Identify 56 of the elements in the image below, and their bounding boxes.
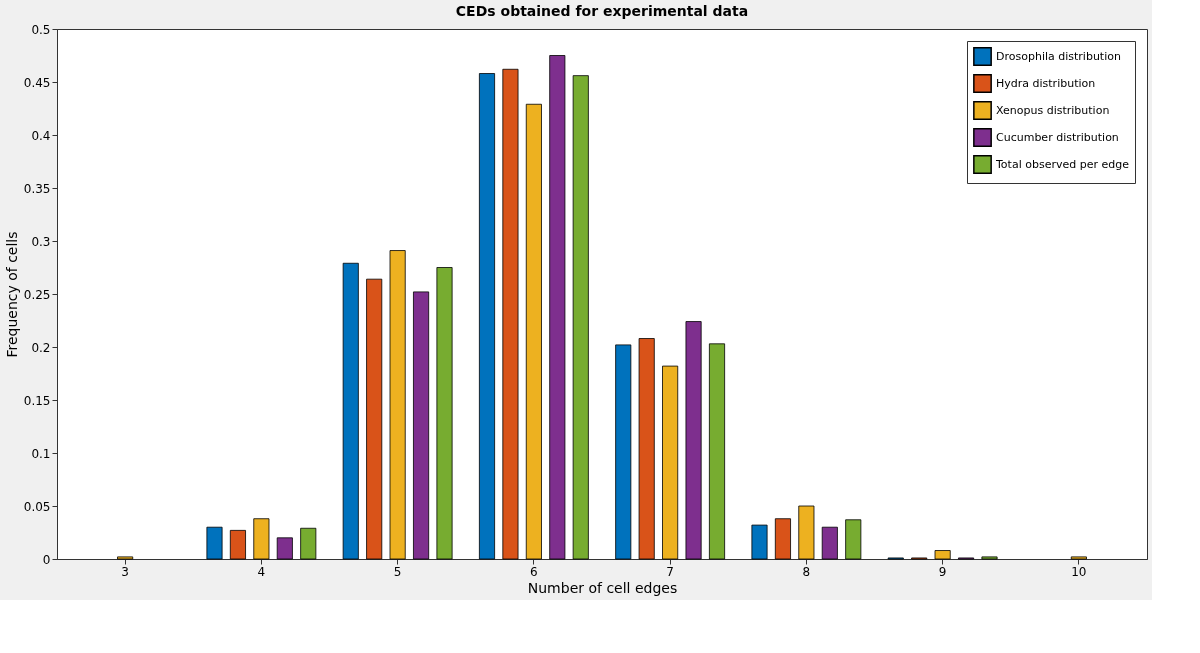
bar — [774, 518, 791, 560]
bar — [798, 505, 815, 560]
bar — [615, 344, 632, 560]
x-tick-label: 3 — [121, 564, 129, 579]
bar — [300, 527, 317, 560]
bar — [389, 250, 406, 560]
legend-label: Cucumber distribution — [996, 130, 1119, 144]
bar — [478, 73, 496, 560]
bar — [638, 338, 655, 560]
bar — [436, 267, 453, 560]
bar — [117, 556, 134, 560]
bar — [413, 291, 430, 560]
legend-label: Hydra distribution — [996, 76, 1096, 90]
y-tick-label: 0.3 — [31, 234, 51, 249]
bar — [845, 519, 862, 560]
x-tick-label: 9 — [938, 564, 947, 579]
y-tick-label: 0.25 — [23, 287, 51, 302]
bar — [821, 526, 838, 560]
bar — [662, 365, 679, 560]
x-tick-label: 6 — [530, 564, 538, 579]
y-tick-label: 0.45 — [23, 75, 51, 90]
bar — [1070, 556, 1087, 560]
y-tick-label: 0.4 — [31, 128, 51, 143]
y-tick-label: 0.1 — [31, 446, 51, 461]
legend-label: Xenopus distribution — [996, 103, 1110, 117]
bar — [934, 550, 951, 560]
y-tick-label: 0.35 — [23, 181, 51, 196]
bar — [276, 537, 293, 560]
bar — [751, 524, 768, 560]
legend-label: Total observed per edge — [995, 157, 1130, 171]
bar — [525, 103, 542, 560]
x-tick-label: 4 — [257, 564, 266, 579]
x-tick-label: 7 — [666, 564, 674, 579]
bar — [549, 55, 566, 560]
x-tick-label: 5 — [393, 564, 402, 579]
y-tick-label: 0.5 — [31, 22, 51, 37]
x-axis-title: Number of cell edges — [527, 579, 678, 596]
y-tick-label: 0.2 — [31, 340, 51, 355]
bar — [253, 518, 270, 560]
bar — [502, 68, 519, 560]
chart-title: CEDs obtained for experimental data — [455, 3, 749, 19]
legend-label: Drosophila distribution — [996, 49, 1121, 63]
y-tick-label: 0 — [42, 552, 51, 567]
bar — [229, 529, 246, 560]
y-tick-label: 0.15 — [23, 393, 51, 408]
y-axis-title: Frequency of cells — [3, 231, 20, 358]
bar — [685, 321, 702, 560]
bar — [708, 343, 726, 560]
bar — [572, 75, 589, 560]
x-tick-label: 10 — [1071, 564, 1087, 579]
bar — [366, 278, 383, 560]
bar — [206, 526, 223, 560]
x-tick-label: 8 — [802, 564, 811, 579]
bar — [342, 262, 359, 560]
bar — [981, 556, 998, 560]
y-tick-label: 0.05 — [23, 499, 51, 514]
